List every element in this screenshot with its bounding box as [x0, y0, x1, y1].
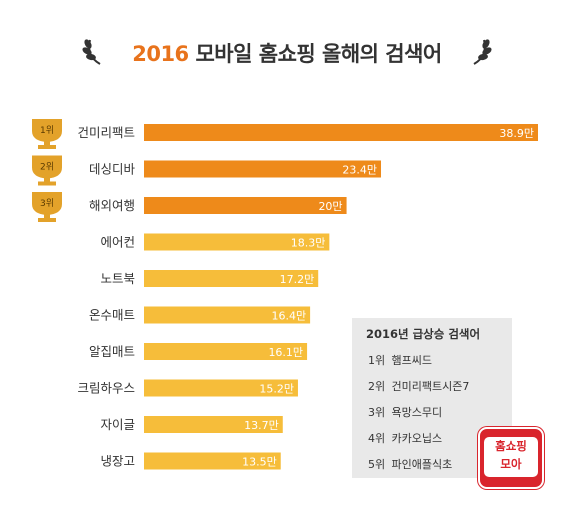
category-label: 냉장고: [100, 454, 135, 469]
category-label: 데싱디바: [89, 162, 136, 177]
panel-title: 2016년 급상승 검색어: [366, 327, 481, 341]
bar: [144, 306, 311, 324]
title-year: 2016: [132, 42, 189, 66]
title-text: 모바일 홈쇼핑 올해의 검색어: [195, 42, 442, 66]
trophy-rank-label: 2위: [40, 162, 54, 173]
trophy-icon: [32, 155, 62, 179]
value-label: 20만: [318, 200, 342, 213]
trophy-base: [38, 145, 56, 149]
value-label: 13.7만: [244, 419, 279, 432]
panel-item-rank: 2위: [368, 380, 386, 393]
brand-logo: 홈쇼핑 모아: [478, 427, 544, 489]
bar: [144, 160, 382, 178]
panel-item-rank: 5위: [368, 458, 386, 471]
bar: [144, 124, 538, 141]
panel-item: 2위 건미리팩트시즌7: [368, 378, 469, 394]
trophy-rank-label: 3위: [40, 198, 54, 209]
trophy-base: [38, 218, 56, 222]
value-label: 13.5만: [242, 456, 277, 469]
category-label: 온수매트: [89, 308, 135, 323]
value-label: 23.4만: [342, 164, 377, 177]
brand-logo-line2: 모아: [500, 457, 522, 471]
brand-logo-text: 홈쇼핑 모아: [484, 437, 538, 477]
category-label: 자이글: [100, 417, 135, 432]
value-label: 15.2만: [259, 383, 294, 396]
panel-item-term: 건미리팩트시즌7: [391, 380, 470, 393]
value-label: 17.2만: [280, 273, 315, 286]
value-label: 16.1만: [268, 346, 303, 359]
category-label: 해외여행: [89, 198, 135, 213]
value-label: 16.4만: [271, 310, 306, 323]
category-label: 에어컨: [100, 235, 135, 250]
panel-item-rank: 3위: [368, 406, 386, 419]
panel-item: 4위 카카오닙스: [368, 430, 442, 446]
trophy-stem: [44, 141, 50, 145]
bar: [144, 343, 308, 360]
panel-item-term: 파인애플식초: [391, 458, 453, 471]
panel-item-rank: 4위: [368, 432, 386, 445]
value-label: 18.3만: [291, 237, 326, 250]
panel-item: 5위 파인애플식초: [368, 456, 452, 472]
bar: [144, 233, 330, 251]
chart-title: 2016 모바일 홈쇼핑 올해의 검색어: [0, 38, 574, 68]
category-label: 건미리팩트: [77, 125, 135, 140]
category-label: 노트북: [100, 271, 135, 286]
trophy-rank-label: 1위: [40, 125, 54, 136]
trophy-icon: [32, 192, 62, 215]
value-label: 38.9만: [499, 127, 534, 140]
category-label: 크림하우스: [77, 381, 135, 396]
bar: [144, 452, 281, 470]
trophy-stem: [44, 214, 50, 218]
bar: [144, 379, 298, 397]
trophy-base: [38, 181, 56, 186]
bar: [144, 270, 319, 287]
panel-item-term: 욕망스무디: [391, 406, 443, 419]
brand-logo-line1: 홈쇼핑: [495, 439, 527, 453]
right-laurel-icon: [473, 39, 492, 65]
panel-item: 3위 욕망스무디: [368, 404, 442, 420]
trophy-stem: [44, 177, 50, 182]
panel-item: 1위 햄프씨드: [368, 352, 432, 368]
category-label: 알집매트: [89, 344, 135, 359]
bar: [144, 416, 283, 433]
trophy-icon: [32, 119, 62, 142]
bar: [144, 197, 347, 214]
panel-item-term: 카카오닙스: [391, 432, 443, 445]
left-laurel-icon: [82, 39, 101, 65]
panel-item-term: 햄프씨드: [391, 354, 432, 367]
panel-item-rank: 1위: [368, 354, 386, 367]
